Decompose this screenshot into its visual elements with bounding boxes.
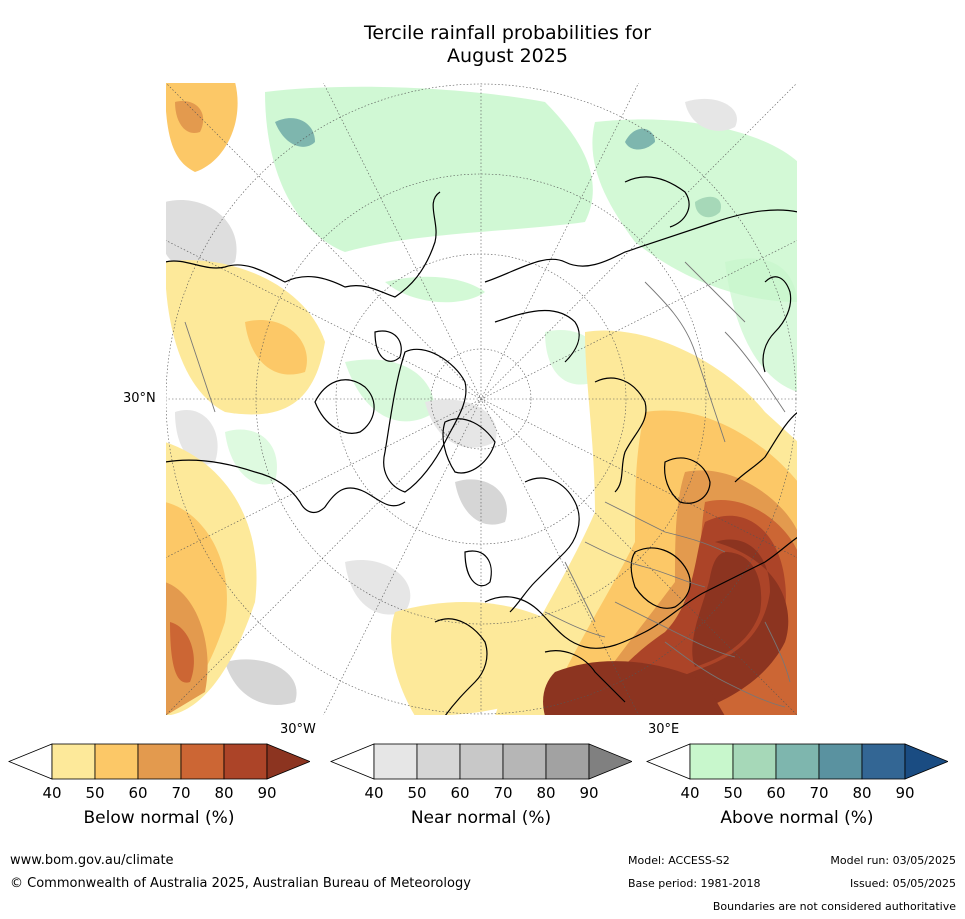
lon-label-30w: 30°W <box>280 722 316 737</box>
below-colorbar-bin <box>94 743 139 780</box>
above-colorbar-tick-label: 90 <box>895 784 914 802</box>
map-title-line2: August 2025 <box>447 45 568 67</box>
colorbar-above-normal-label: Above normal (%) <box>720 808 874 828</box>
above-colorbar-tick-label: 60 <box>766 784 785 802</box>
near-colorbar-bin <box>459 743 504 780</box>
near-colorbar-tick-label: 60 <box>450 784 469 802</box>
above-colorbar-tick-label: 70 <box>809 784 828 802</box>
above-colorbar-extend-high <box>904 743 948 780</box>
map-title: Tercile rainfall probabilities for Augus… <box>300 22 715 68</box>
below-colorbar-tick-label: 50 <box>85 784 104 802</box>
near-colorbar-extend-low <box>330 743 375 780</box>
above-colorbar-extend-low <box>646 743 691 780</box>
above-colorbar-tick-label: 40 <box>680 784 699 802</box>
coastlines <box>165 176 798 716</box>
near-colorbar-extend-high <box>588 743 632 780</box>
above-colorbar-bin <box>689 743 734 780</box>
colorbar-below-normal-label: Below normal (%) <box>83 808 235 828</box>
near-colorbar-tick-label: 40 <box>364 784 383 802</box>
graticule <box>165 82 798 716</box>
near-colorbar-bin <box>373 743 418 780</box>
above-colorbar-bin <box>732 743 777 780</box>
colorbar-near-normal: 40 50 60 70 80 90 <box>330 743 632 802</box>
above-colorbar-tick-label: 50 <box>723 784 742 802</box>
near-colorbar-tick-label: 70 <box>493 784 512 802</box>
below-colorbar-bin <box>223 743 268 780</box>
copyright-text: © Commonwealth of Australia 2025, Austra… <box>10 876 471 891</box>
model-run-text: Model run: 03/05/2025 <box>830 854 956 867</box>
near-colorbar-bin <box>545 743 590 780</box>
below-colorbar-bin <box>180 743 225 780</box>
above-colorbar-tick-label: 80 <box>852 784 871 802</box>
below-colorbar-tick-label: 60 <box>128 784 147 802</box>
base-period-text: Base period: 1981-2018 <box>628 877 761 890</box>
website-link[interactable]: www.bom.gov.au/climate <box>10 853 174 868</box>
near-colorbar-tick-label: 90 <box>579 784 598 802</box>
map-title-line1: Tercile rainfall probabilities for <box>363 22 652 44</box>
polar-probability-map <box>165 82 798 716</box>
model-text: Model: ACCESS-S2 <box>628 854 730 867</box>
country-borders <box>184 261 791 708</box>
below-colorbar-tick-label: 80 <box>214 784 233 802</box>
above-colorbar-bin <box>775 743 820 780</box>
below-colorbar-tick-label: 70 <box>171 784 190 802</box>
below-colorbar-extend-low <box>8 743 53 780</box>
above-colorbar-bin <box>861 743 906 780</box>
below-colorbar-tick-label: 40 <box>42 784 61 802</box>
above-colorbar-bin <box>818 743 863 780</box>
below-colorbar-bin <box>137 743 182 780</box>
below-colorbar-extend-high <box>266 743 310 780</box>
lat-label-30n: 30°N <box>123 391 156 406</box>
colorbar-near-normal-label: Near normal (%) <box>410 808 552 828</box>
disclaimer-text: Boundaries are not considered authoritat… <box>712 900 956 913</box>
lon-label-30e: 30°E <box>648 722 680 737</box>
near-colorbar-tick-label: 50 <box>407 784 426 802</box>
below-colorbar-bin <box>51 743 96 780</box>
issued-text: Issued: 05/05/2025 <box>849 877 956 890</box>
near-colorbar-bin <box>416 743 461 780</box>
colorbar-below-normal: 40 50 60 70 80 90 <box>8 743 310 802</box>
below-colorbar-tick-label: 90 <box>257 784 276 802</box>
near-colorbar-tick-label: 80 <box>536 784 555 802</box>
near-colorbar-bin <box>502 743 547 780</box>
colorbar-above-normal: 40 50 60 70 80 90 <box>646 743 948 802</box>
